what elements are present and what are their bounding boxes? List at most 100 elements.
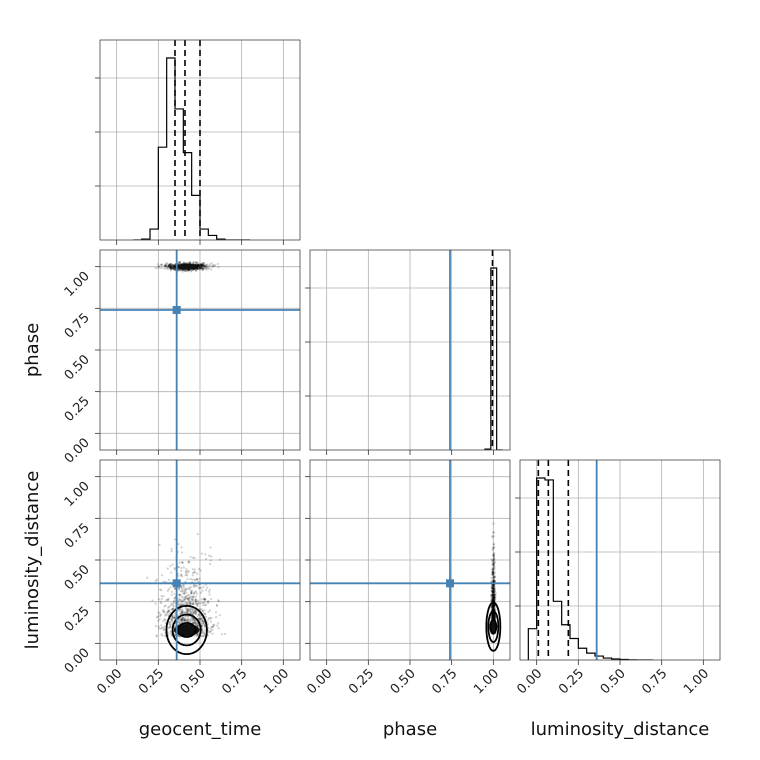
sample-point (492, 615, 495, 618)
sample-point (180, 610, 183, 613)
sample-point (493, 571, 497, 574)
histogram-luminosity_distance (527, 477, 654, 660)
sample-point (183, 619, 186, 622)
sample-point (171, 266, 175, 269)
sample-point (190, 592, 193, 595)
sample-point (490, 597, 493, 600)
sample-point (191, 608, 195, 611)
sample-point (493, 615, 496, 618)
sample-point (199, 586, 203, 590)
sample-point (491, 613, 495, 616)
sample-point (198, 267, 201, 270)
sample-point (186, 574, 189, 577)
sample-point (492, 588, 495, 591)
sample-point (192, 592, 196, 595)
sample-point (195, 578, 198, 581)
sample-point (195, 264, 198, 267)
sample-point (177, 588, 181, 591)
x-tick-label: 0.75 (639, 666, 670, 697)
sample-point (165, 265, 168, 268)
sample-point (491, 576, 494, 579)
sample-point (171, 264, 174, 267)
sample-point (492, 585, 495, 589)
sample-point (197, 264, 201, 267)
sample-point (196, 624, 199, 627)
sample-point (192, 571, 196, 574)
sample-point (170, 262, 173, 265)
sample-point (492, 599, 496, 602)
sample-point (184, 606, 187, 609)
sample-point (193, 578, 196, 581)
sample-point (491, 614, 494, 617)
sample-point (492, 599, 495, 602)
sample-point (180, 590, 184, 593)
sample-point (491, 597, 494, 601)
sample-point (493, 576, 496, 579)
sample-point (491, 590, 494, 593)
sample-point (200, 616, 204, 620)
sample-point (196, 265, 199, 268)
sample-point (169, 267, 173, 270)
sample-point (200, 552, 204, 555)
sample-point (202, 621, 205, 625)
sample-point (492, 607, 496, 611)
sample-point (180, 569, 183, 572)
sample-point (492, 558, 495, 561)
sample-point (178, 594, 182, 597)
sample-point (189, 620, 192, 623)
sample-point (202, 264, 206, 267)
sample-point (493, 556, 496, 559)
sample-point (492, 613, 496, 617)
sample-point (492, 603, 495, 606)
sample-point (492, 598, 495, 601)
sample-point (177, 600, 180, 603)
sample-point (188, 601, 191, 604)
sample-point (201, 609, 204, 613)
sample-point (163, 625, 167, 628)
sample-point (492, 587, 495, 590)
sample-point (206, 267, 210, 270)
x-tick-label: 1.00 (471, 666, 502, 697)
sample-point (195, 263, 198, 266)
sample-point (201, 262, 204, 265)
sample-point (182, 617, 185, 620)
sample-point (201, 267, 205, 271)
sample-point (491, 583, 494, 586)
sample-point (493, 616, 496, 620)
sample-point (492, 607, 495, 610)
sample-point (173, 616, 176, 620)
sample-point (183, 269, 187, 273)
sample-point (177, 608, 181, 611)
sample-point (215, 603, 219, 607)
sample-point (492, 606, 495, 609)
sample-point (196, 267, 199, 270)
sample-point (492, 554, 495, 558)
sample-point (492, 572, 495, 575)
sample-point (492, 593, 496, 597)
sample-point (187, 560, 190, 563)
sample-point (163, 611, 166, 614)
sample-point (200, 263, 203, 267)
y-tick-label: 1.00 (62, 269, 93, 300)
sample-point (168, 265, 171, 268)
y-tick-label: 0.75 (62, 311, 93, 342)
sample-point (198, 268, 201, 271)
sample-point (493, 585, 496, 588)
sample-point (493, 574, 496, 577)
sample-point (492, 607, 495, 610)
sample-point (493, 614, 497, 617)
sample-point (151, 599, 154, 602)
sample-point (213, 264, 217, 267)
sample-point (492, 565, 496, 568)
x-tick-label: 0.50 (178, 666, 209, 697)
sample-point (492, 587, 495, 590)
sample-point (158, 612, 161, 615)
sample-point (205, 266, 209, 269)
sample-point (181, 611, 185, 614)
sample-point (491, 613, 494, 617)
sample-point (491, 613, 494, 617)
sample-point (185, 619, 188, 622)
sample-point (179, 269, 182, 272)
sample-point (217, 599, 220, 602)
sample-point (491, 590, 494, 593)
